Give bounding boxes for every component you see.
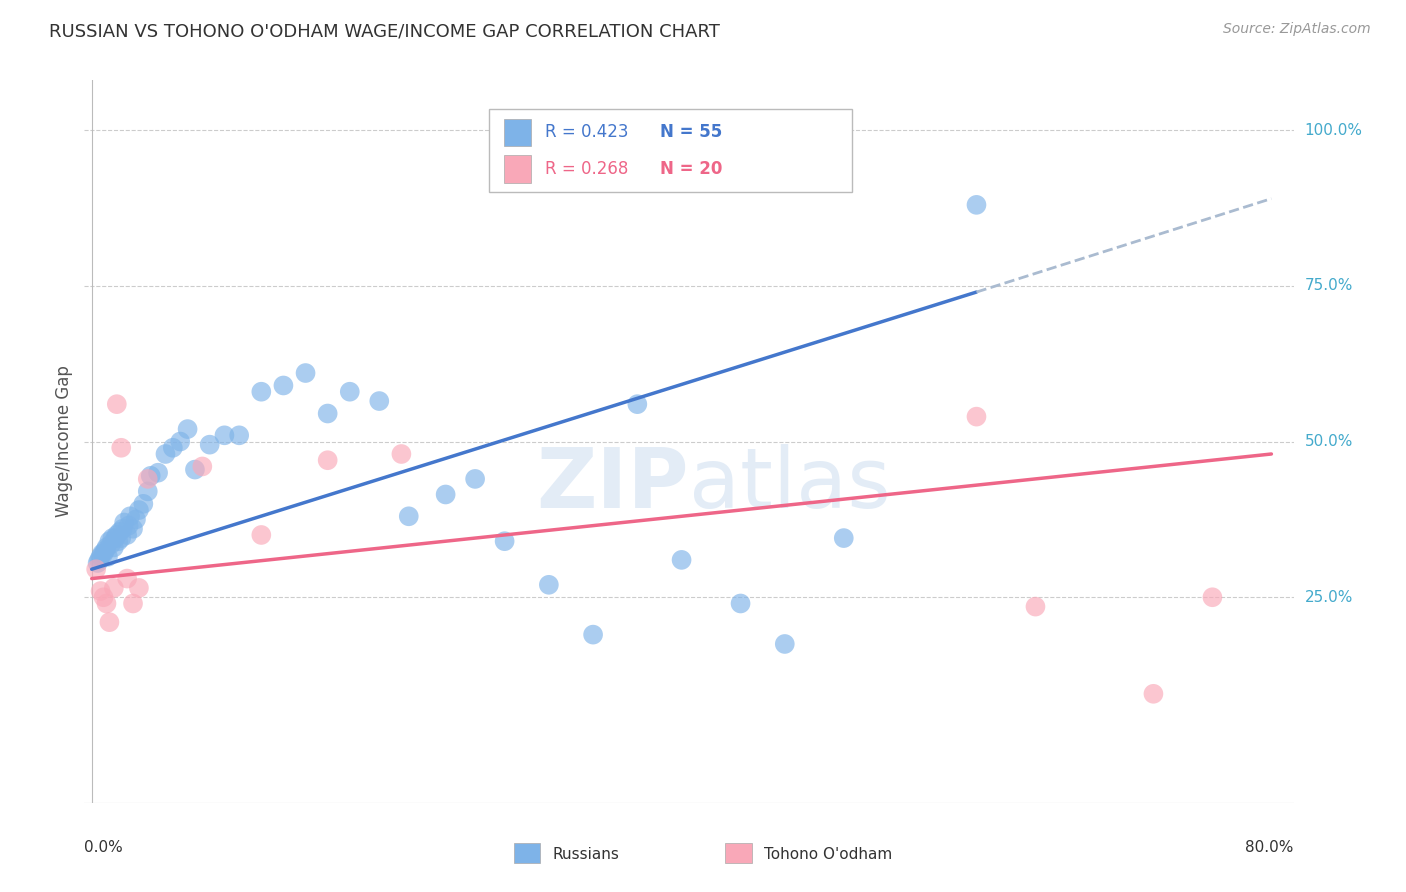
Bar bbox=[725, 843, 752, 863]
Point bbox=[90, 549, 112, 564]
Text: R = 0.268: R = 0.268 bbox=[546, 160, 628, 178]
Text: 25.0%: 25.0% bbox=[1305, 590, 1353, 605]
Text: Russians: Russians bbox=[553, 847, 619, 863]
Text: 0.0%: 0.0% bbox=[84, 840, 124, 855]
Text: 50.0%: 50.0% bbox=[1305, 434, 1353, 449]
Point bbox=[111, 522, 134, 536]
Point bbox=[228, 428, 250, 442]
Point bbox=[105, 528, 128, 542]
Point bbox=[93, 591, 115, 605]
Point bbox=[110, 441, 132, 455]
Point bbox=[966, 409, 988, 424]
Point bbox=[104, 531, 127, 545]
Point bbox=[139, 468, 162, 483]
Point bbox=[117, 518, 139, 533]
Text: RUSSIAN VS TOHONO O'ODHAM WAGE/INCOME GAP CORRELATION CHART: RUSSIAN VS TOHONO O'ODHAM WAGE/INCOME GA… bbox=[49, 22, 720, 40]
Point bbox=[1142, 687, 1164, 701]
Point bbox=[98, 615, 121, 630]
Point bbox=[294, 366, 316, 380]
Point bbox=[389, 447, 412, 461]
Point bbox=[96, 597, 118, 611]
Point bbox=[626, 397, 648, 411]
Point bbox=[316, 453, 339, 467]
Point bbox=[316, 407, 339, 421]
Point bbox=[103, 581, 125, 595]
Bar bbox=[513, 843, 540, 863]
Point bbox=[191, 459, 214, 474]
Point bbox=[434, 487, 457, 501]
Point bbox=[1201, 591, 1223, 605]
Bar bbox=[489, 109, 852, 193]
Point bbox=[96, 541, 118, 555]
Point bbox=[91, 547, 114, 561]
Point bbox=[128, 581, 150, 595]
Point bbox=[537, 578, 560, 592]
Point bbox=[115, 572, 138, 586]
Point bbox=[250, 384, 273, 399]
Point bbox=[132, 497, 155, 511]
Point bbox=[155, 447, 177, 461]
Point bbox=[773, 637, 796, 651]
Text: 80.0%: 80.0% bbox=[1246, 840, 1294, 855]
Text: 100.0%: 100.0% bbox=[1305, 122, 1362, 137]
Point bbox=[671, 553, 693, 567]
Point bbox=[86, 556, 108, 570]
Point bbox=[100, 537, 122, 551]
Point bbox=[368, 394, 391, 409]
Point bbox=[101, 531, 124, 545]
Point bbox=[146, 466, 169, 480]
Point bbox=[136, 472, 159, 486]
Text: N = 20: N = 20 bbox=[659, 160, 723, 178]
Point bbox=[98, 534, 121, 549]
Point bbox=[110, 531, 132, 545]
Point bbox=[464, 472, 486, 486]
Point bbox=[250, 528, 273, 542]
Point bbox=[214, 428, 236, 442]
Point bbox=[198, 437, 221, 451]
Text: R = 0.423: R = 0.423 bbox=[546, 123, 628, 142]
Point bbox=[84, 562, 107, 576]
Point bbox=[87, 553, 110, 567]
Point bbox=[128, 503, 150, 517]
Point bbox=[94, 543, 117, 558]
Point bbox=[108, 524, 131, 539]
Text: ZIP: ZIP bbox=[537, 444, 689, 525]
Point bbox=[97, 549, 120, 564]
Point bbox=[125, 512, 148, 526]
Point bbox=[339, 384, 361, 399]
Bar bbox=[503, 119, 530, 146]
Point bbox=[115, 528, 138, 542]
Point bbox=[184, 462, 207, 476]
Text: 75.0%: 75.0% bbox=[1305, 278, 1353, 293]
Point bbox=[1024, 599, 1046, 614]
Point bbox=[103, 541, 125, 555]
Point bbox=[162, 441, 184, 455]
Point bbox=[494, 534, 516, 549]
Point bbox=[93, 547, 115, 561]
Point bbox=[582, 627, 605, 641]
Text: Tohono O'odham: Tohono O'odham bbox=[763, 847, 893, 863]
Point bbox=[107, 534, 129, 549]
Point bbox=[273, 378, 295, 392]
Point bbox=[176, 422, 198, 436]
Y-axis label: Wage/Income Gap: Wage/Income Gap bbox=[55, 366, 73, 517]
Point bbox=[136, 484, 159, 499]
Bar bbox=[503, 155, 530, 183]
Point bbox=[122, 597, 145, 611]
Text: N = 55: N = 55 bbox=[659, 123, 723, 142]
Point bbox=[122, 522, 145, 536]
Point bbox=[90, 584, 112, 599]
Point bbox=[730, 597, 752, 611]
Point bbox=[398, 509, 420, 524]
Point bbox=[966, 198, 988, 212]
Point bbox=[832, 531, 855, 545]
Point bbox=[112, 516, 135, 530]
Point bbox=[120, 509, 142, 524]
Text: atlas: atlas bbox=[689, 444, 890, 525]
Point bbox=[169, 434, 191, 449]
Point bbox=[105, 397, 128, 411]
Text: Source: ZipAtlas.com: Source: ZipAtlas.com bbox=[1223, 22, 1371, 37]
